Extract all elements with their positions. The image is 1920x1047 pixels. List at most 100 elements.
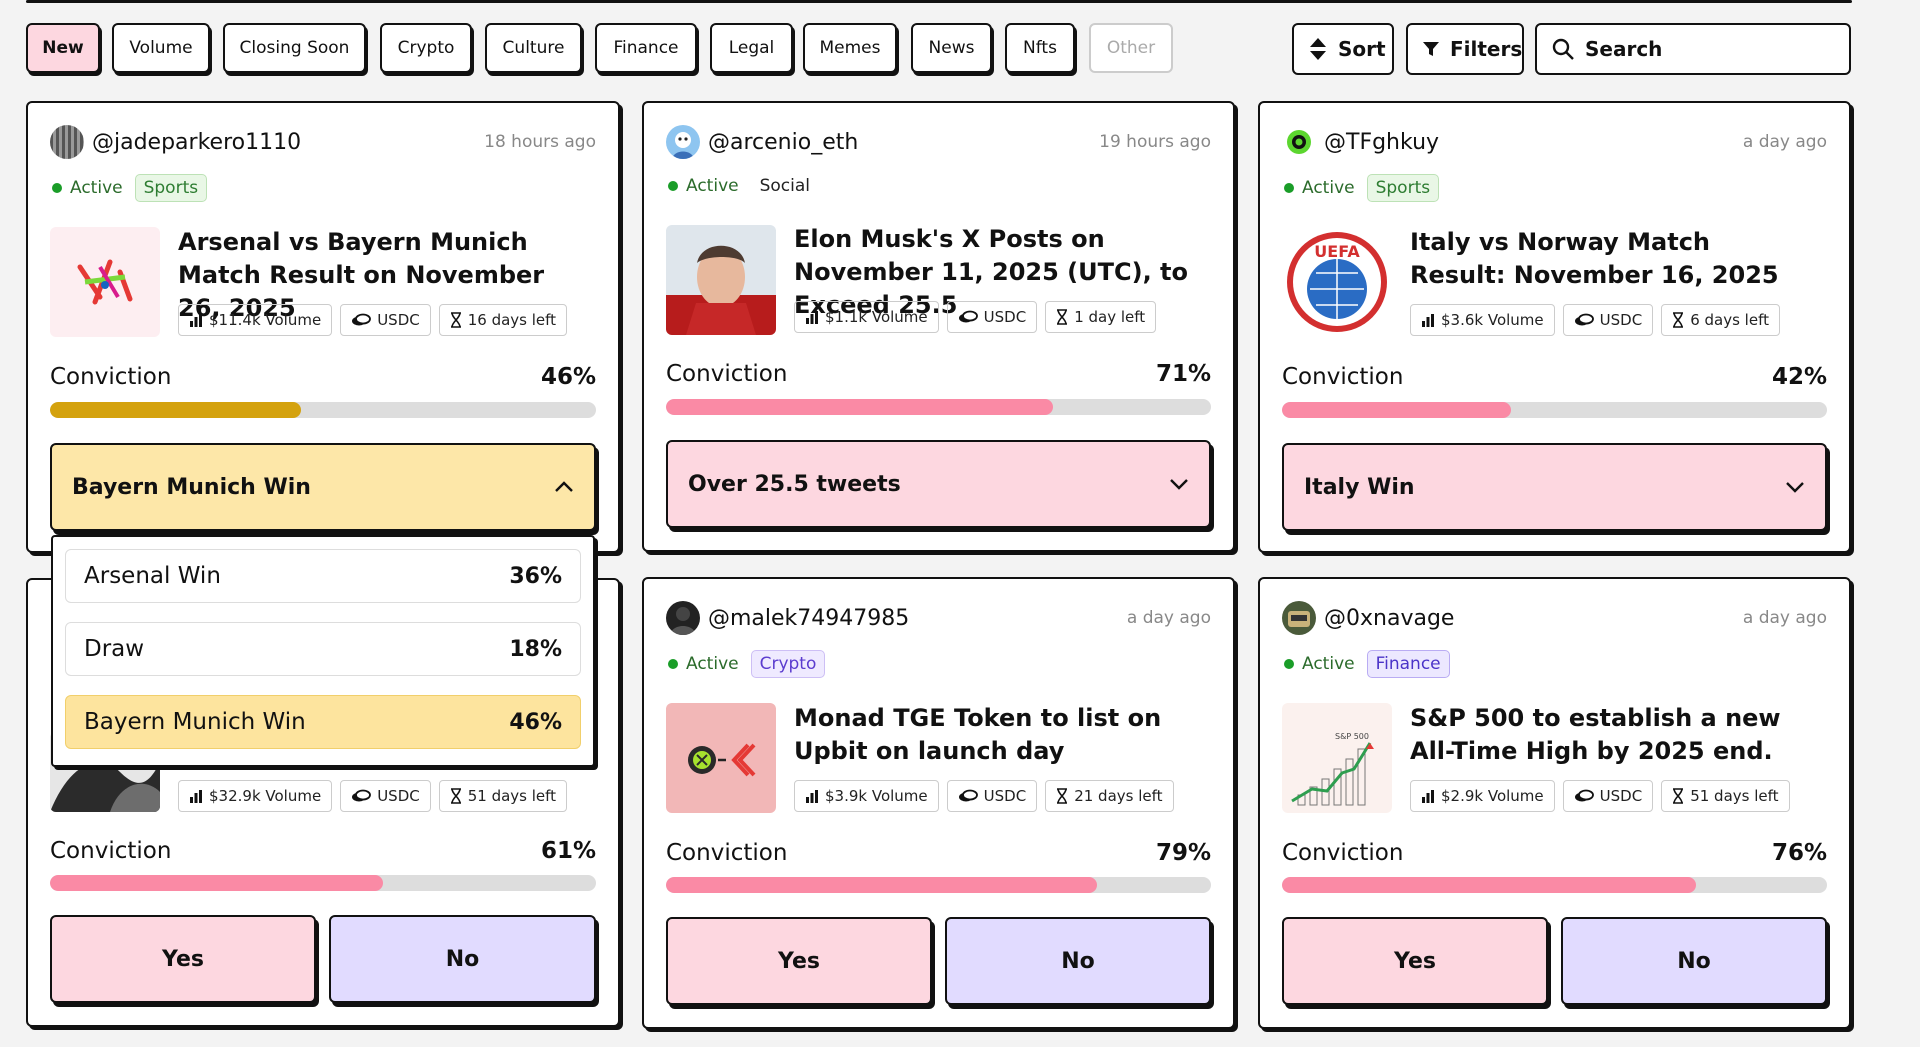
deadline-label: 51 days left: [1690, 787, 1779, 805]
market-title[interactable]: Arsenal vs Bayern Munich Match Result on…: [178, 228, 545, 322]
conviction-bar-fill: [666, 877, 1097, 893]
yes-button[interactable]: Yes: [50, 915, 316, 1003]
dropdown-option-draw[interactable]: Draw 18%: [65, 622, 581, 676]
yes-button[interactable]: Yes: [666, 917, 932, 1005]
timestamp: a day ago: [1742, 132, 1827, 152]
coins-icon: [352, 313, 372, 326]
user-handle[interactable]: @malek74947985: [708, 605, 910, 631]
bar-chart-icon: [1422, 790, 1434, 803]
category-badge: Sports: [134, 174, 208, 202]
outcome-select[interactable]: Bayern Munich Win: [50, 443, 596, 531]
coins-icon: [1574, 789, 1594, 802]
market-card-arsenal-bayern[interactable]: @jadeparkero1110 18 hours ago Active Spo…: [26, 101, 620, 553]
status-dot: [1284, 659, 1294, 669]
dropdown-option-arsenal-win[interactable]: Arsenal Win 36%: [65, 549, 581, 603]
no-button[interactable]: No: [329, 915, 596, 1003]
currency-label: USDC: [983, 787, 1027, 805]
conviction-bar: [1282, 402, 1827, 418]
market-title[interactable]: S&P 500 to establish a new All-Time High…: [1410, 704, 1781, 765]
currency-label: USDC: [983, 308, 1027, 326]
outcome-dropdown-menu: Arsenal Win 36% Draw 18% Bayern Munich W…: [51, 535, 595, 767]
status-dot: [668, 181, 678, 191]
market-card-sp500[interactable]: @0xnavage a day ago Active Finance S&P 5…: [1258, 577, 1851, 1029]
user-handle[interactable]: @arcenio_eth: [708, 129, 859, 155]
volume-label: $3.6k Volume: [1441, 311, 1544, 329]
hourglass-icon: [1673, 788, 1684, 804]
filter-chip-legal[interactable]: Legal: [710, 23, 793, 73]
currency-pill: USDC: [1562, 304, 1654, 336]
filter-chip-volume[interactable]: Volume: [112, 23, 210, 73]
volume-pill: $1.1k Volume: [794, 301, 939, 333]
filter-chip-closing-soon[interactable]: Closing Soon: [223, 23, 366, 73]
filter-chip-culture[interactable]: Culture: [485, 23, 582, 73]
hourglass-icon: [1057, 309, 1068, 325]
market-title[interactable]: Monad TGE Token to list on Upbit on laun…: [794, 704, 1162, 765]
timestamp: a day ago: [1126, 608, 1211, 628]
conviction-label: Conviction: [1282, 840, 1404, 866]
category-badge: Sports: [1366, 174, 1440, 202]
selected-outcome: Italy Win: [1304, 474, 1415, 500]
coins-icon: [1574, 313, 1594, 326]
conviction-bar-fill: [1282, 877, 1697, 893]
user-handle[interactable]: @TFghkuy: [1324, 129, 1440, 155]
filter-chip-nfts[interactable]: Nfts: [1005, 23, 1075, 73]
user-handle[interactable]: @0xnavage: [1324, 605, 1455, 631]
outcome-select[interactable]: Italy Win: [1282, 443, 1827, 531]
filter-chip-memes[interactable]: Memes: [803, 23, 897, 73]
status-label: Active: [70, 178, 123, 198]
volume-pill: $32.9k Volume: [178, 780, 333, 812]
chevron-down-icon: [1786, 482, 1804, 493]
search-placeholder: Search: [1585, 37, 1663, 61]
bar-chart-icon: [190, 314, 202, 327]
user-handle[interactable]: @jadeparkero1110: [92, 129, 302, 155]
volume-label: $2.9k Volume: [1441, 787, 1544, 805]
conviction-bar: [666, 877, 1211, 893]
market-card-italy-norway[interactable]: @TFghkuy a day ago Active Sports UEFA It…: [1258, 101, 1851, 553]
market-thumbnail: UEFA: [1282, 227, 1392, 337]
currency-label: USDC: [1599, 311, 1643, 329]
status-label: Active: [686, 176, 739, 196]
funnel-icon: [1423, 42, 1439, 56]
filters-button[interactable]: Filters: [1406, 23, 1524, 75]
chevron-up-icon: [555, 481, 573, 492]
option-label: Bayern Munich Win: [84, 709, 306, 735]
filter-chip-crypto[interactable]: Crypto: [380, 23, 472, 73]
currency-pill: USDC: [340, 304, 431, 336]
deadline-pill: 1 day left: [1045, 301, 1157, 333]
status-badge: Active: [668, 176, 739, 196]
option-percent: 18%: [509, 636, 562, 662]
volume-pill: $3.9k Volume: [794, 780, 939, 812]
filter-chip-finance[interactable]: Finance: [595, 23, 697, 73]
user-avatar: [50, 125, 84, 159]
conviction-bar: [666, 399, 1211, 415]
bar-chart-icon: [1422, 314, 1434, 327]
conviction-label: Conviction: [50, 364, 172, 390]
outcome-select[interactable]: Over 25.5 tweets: [666, 440, 1211, 528]
filter-chip-news[interactable]: News: [911, 23, 992, 73]
coins-icon: [958, 310, 978, 323]
search-input[interactable]: Search: [1535, 23, 1851, 75]
status-dot: [1284, 183, 1294, 193]
market-card-monad[interactable]: @malek74947985 a day ago Active Crypto M…: [642, 577, 1235, 1029]
no-button[interactable]: No: [1561, 917, 1827, 1005]
filter-chip-new[interactable]: New: [26, 23, 100, 73]
status-label: Active: [1302, 654, 1355, 674]
conviction-label: Conviction: [50, 838, 172, 864]
dropdown-option-bayern-win[interactable]: Bayern Munich Win 46%: [65, 695, 581, 749]
conviction-bar: [1282, 877, 1827, 893]
volume-label: $3.9k Volume: [825, 787, 928, 805]
currency-pill: USDC: [340, 780, 431, 812]
market-card-elon-tweets[interactable]: @arcenio_eth 19 hours ago Active Social …: [642, 101, 1235, 552]
sort-button[interactable]: Sort: [1292, 23, 1394, 75]
no-button[interactable]: No: [945, 917, 1211, 1005]
market-title[interactable]: Italy vs Norway Match Result: November 1…: [1410, 228, 1779, 289]
market-title[interactable]: Elon Musk's X Posts on November 11, 2025…: [794, 225, 1189, 319]
coins-icon: [958, 789, 978, 802]
option-label: Draw: [84, 636, 145, 662]
yes-button[interactable]: Yes: [1282, 917, 1548, 1005]
filter-chip-other[interactable]: Other: [1089, 23, 1173, 73]
conviction-percent: 61%: [540, 838, 596, 864]
deadline-label: 6 days left: [1690, 311, 1769, 329]
deadline-label: 51 days left: [467, 787, 557, 805]
conviction-bar: [50, 875, 596, 891]
